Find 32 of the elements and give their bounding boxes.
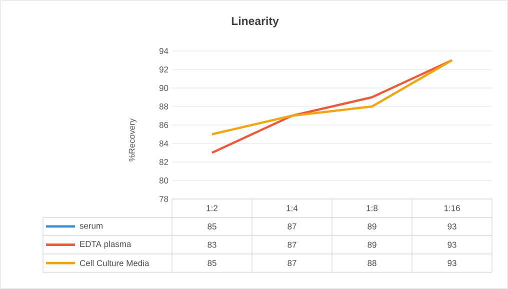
data-label: 93 [448, 242, 456, 248]
y-tick-label: 94 [159, 48, 168, 54]
y-tick-label: 90 [159, 85, 168, 91]
y-axis-title: %Recovery [128, 118, 136, 162]
data-label: 83 [208, 242, 216, 248]
y-tick-label: 92 [159, 66, 168, 72]
text: 93 [448, 223, 456, 230]
text: 89 [368, 223, 376, 230]
line-series [210, 59, 454, 154]
chart-title: Linearity [232, 16, 279, 28]
data-label: 87 [288, 260, 296, 266]
data-label: 87 [288, 242, 296, 248]
text: 85 [208, 223, 216, 230]
data-label: 85 [208, 260, 216, 266]
y-tick-label: 78 [160, 196, 168, 202]
x-tick-label: 1:2 [206, 205, 218, 212]
x-tick-label: 1:8 [366, 205, 378, 212]
data-label: 93 [448, 260, 456, 266]
legend-label: Cell Culture Media [80, 260, 150, 266]
y-tick-label: 86 [159, 122, 168, 128]
x-tick-label: 1:4 [286, 205, 298, 212]
line-series [210, 59, 454, 136]
data-label: 89 [368, 242, 376, 248]
y-tick-label: 88 [159, 104, 168, 110]
data-label: 88 [368, 260, 376, 266]
legend-label: EDTA plasma [80, 240, 132, 249]
x-tick-label: 1:16 [444, 205, 460, 212]
legend-label: serum [80, 224, 102, 229]
y-tick-label: 84 [159, 140, 168, 146]
text: 87 [288, 223, 296, 230]
y-tick-label: 80 [159, 178, 168, 184]
y-tick-label: 82 [159, 159, 168, 165]
